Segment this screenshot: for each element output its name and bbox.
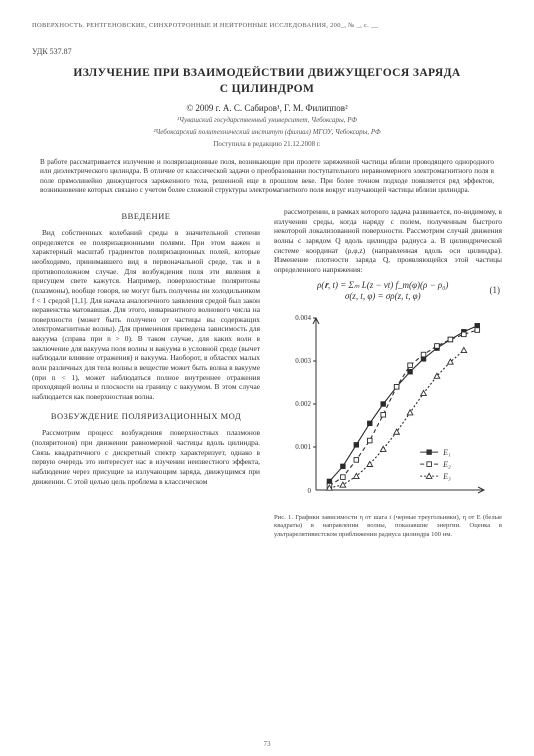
received-date: Поступила в редакцию 21.12.2008 г. (42, 140, 492, 148)
svg-text:E₃: E₃ (442, 472, 451, 481)
svg-text:E₂: E₂ (442, 460, 451, 469)
svg-text:0: 0 (308, 487, 312, 495)
svg-text:0.001: 0.001 (295, 443, 311, 451)
col2-paragraph-1: рассмотрении, в рамках которого задача р… (274, 207, 502, 274)
svg-text:E₁: E₁ (442, 448, 451, 457)
left-column: ВВЕДЕНИЕ Вид собственных колебаний среды… (32, 207, 260, 539)
title-block: ИЗЛУЧЕНИЕ ПРИ ВЗАИМОДЕЙСТВИИ ДВИЖУЩЕГОСЯ… (42, 66, 492, 148)
equation-1-bot: σ(z, t, φ) = σρ(z, t, φ) (276, 291, 490, 302)
affiliation-2: ²Чебоксарский политехнический институт (… (42, 128, 492, 137)
section-heading-modes: ВОЗБУЖДЕНИЕ ПОЛЯРИЗАЦИОННЫХ МОД (32, 411, 260, 422)
intro-paragraph-2: Рассмотрим процесс возбуждения поверхнос… (32, 428, 260, 486)
svg-text:0.003: 0.003 (295, 357, 311, 365)
figure-1: 0.001 0.002 0.003 0.004 0 E₁ E₂ E₃ Рис. 1. Граф… (274, 310, 502, 539)
affiliation-1: ¹Чувашский государственный университет, … (42, 116, 492, 125)
figure-1-chart: 0.001 0.002 0.003 0.004 0 E₁ E₂ E₃ (274, 310, 492, 510)
paper-title-line1: ИЗЛУЧЕНИЕ ПРИ ВЗАИМОДЕЙСТВИИ ДВИЖУЩЕГОСЯ… (42, 66, 492, 82)
equation-1-number: (1) (490, 285, 501, 297)
udk-code: УДК 537.87 (32, 47, 502, 56)
figure-1-caption: Рис. 1. Графики зависимости η от шага t … (274, 514, 502, 539)
equation-1-top: ρ(𝐫, t) = Σₘ L(z − vt) f_m(φ)(ρ − ρ₀) (276, 280, 490, 291)
intro-paragraph-1: Вид собственных колебаний среды в значит… (32, 228, 260, 401)
authors-line: © 2009 г. А. С. Сабиров¹, Г. М. Филиппов… (42, 103, 492, 113)
running-head: ПОВЕРХНОСТЬ. РЕНТГЕНОВСКИЕ, СИНХРОТРОННЫ… (32, 22, 502, 29)
page-number: 73 (0, 740, 534, 748)
abstract: В работе рассматривается излучение и пол… (40, 158, 494, 195)
equation-1: ρ(𝐫, t) = Σₘ L(z − vt) f_m(φ)(ρ − ρ₀) σ(… (274, 280, 502, 302)
svg-text:0.002: 0.002 (295, 400, 311, 408)
svg-text:0.004: 0.004 (295, 314, 311, 322)
right-column: рассмотрении, в рамках которого задача р… (274, 207, 502, 539)
section-heading-intro: ВВЕДЕНИЕ (32, 211, 260, 222)
paper-title-line2: С ЦИЛИНДРОМ (42, 82, 492, 98)
two-column-body: ВВЕДЕНИЕ Вид собственных колебаний среды… (32, 207, 502, 539)
